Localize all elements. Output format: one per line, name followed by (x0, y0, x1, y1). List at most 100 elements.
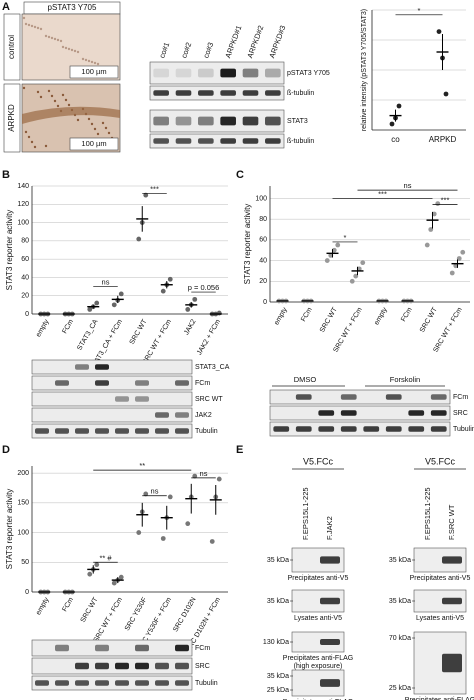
band (55, 380, 69, 386)
band (198, 68, 214, 78)
kda-marker: 130 kDa (263, 639, 289, 646)
y-tick-label: 40 (21, 274, 29, 281)
x-tick-label: empty (373, 306, 389, 326)
blot-strip (149, 85, 285, 101)
band (220, 116, 236, 126)
lane-label: F.JAK2 (325, 516, 334, 540)
cell (67, 47, 71, 51)
blot-strip (31, 657, 193, 675)
cell (64, 98, 68, 102)
row-box (3, 83, 21, 153)
cell (47, 35, 51, 39)
band (442, 597, 462, 605)
band (340, 426, 357, 432)
panel-letter: D (2, 444, 10, 456)
blot-label: STAT3_CA (195, 364, 230, 371)
data-point (94, 300, 100, 306)
cell (101, 121, 105, 125)
cell (22, 86, 26, 90)
cell (39, 95, 43, 99)
kda-marker: 25 kDa (267, 687, 289, 694)
band (135, 644, 149, 652)
cell (87, 59, 91, 63)
band (198, 90, 214, 96)
band (115, 662, 129, 670)
band (95, 680, 109, 686)
band (135, 396, 149, 402)
data-point (349, 278, 355, 284)
blot-caption: Precipitates anti-V5 (288, 575, 349, 582)
x-tick-label: empty (35, 318, 51, 338)
blot-strip (269, 389, 451, 405)
cell (59, 39, 63, 43)
significance-label: * (418, 6, 421, 15)
data-point (209, 539, 215, 544)
band (385, 426, 402, 432)
cell (53, 99, 57, 103)
y-axis-label: STAT3 reporter activity (243, 204, 252, 285)
y-tick-label: 100 (17, 219, 29, 226)
band (175, 644, 189, 652)
band (430, 426, 447, 432)
data-point (456, 256, 462, 261)
data-point (111, 302, 117, 308)
blot-strip (149, 109, 285, 133)
blot-strip (31, 359, 193, 375)
cell (50, 36, 54, 40)
x-tick-label: SRC WT + FCm (332, 306, 363, 353)
y-axis-label: relative intensity (pSTAT3 Y705/STAT3) (361, 9, 368, 131)
cell (96, 62, 100, 66)
x-tick-label: co (391, 135, 400, 144)
blot-caption: Lysates anti-V5 (416, 615, 464, 622)
stain-label: pSTAT3 Y705 (48, 3, 97, 12)
cell (24, 130, 28, 134)
lane-label: ARPKD#1 (223, 24, 243, 59)
band (295, 394, 312, 400)
cell (24, 22, 28, 26)
blot-label: pSTAT3 Y705 (287, 70, 330, 77)
lane-label: F.SRC WT (447, 504, 456, 540)
significance-label: *** (441, 196, 450, 205)
band (220, 138, 236, 144)
data-point (356, 266, 362, 272)
band (320, 597, 340, 605)
lane-label: co#3 (201, 41, 215, 59)
cell (64, 46, 68, 50)
panel-letter: A (2, 1, 10, 13)
significance-label: ns (102, 278, 110, 287)
significance-label: *** (378, 189, 387, 198)
band (408, 410, 425, 416)
band (135, 380, 149, 386)
cell (44, 34, 48, 38)
cell (93, 61, 97, 65)
band (340, 394, 357, 400)
x-tick-label: STAT3_CA (76, 318, 99, 352)
band (242, 116, 259, 126)
band (265, 116, 281, 126)
x-tick-label: ARPKD (429, 135, 457, 144)
kda-marker: 25 kDa (389, 685, 411, 692)
panel-letter: B (2, 169, 10, 181)
x-tick-label: JAK2 + FCm (196, 318, 222, 356)
scale-box (69, 137, 119, 151)
band (175, 662, 189, 670)
cell (90, 122, 94, 126)
tissue-band (22, 106, 120, 124)
cell (107, 131, 111, 135)
kda-marker: 35 kDa (389, 598, 411, 605)
y-tick-label: 140 (17, 183, 29, 190)
cell (76, 50, 80, 54)
blot-label: Tubulin (195, 428, 218, 435)
y-tick-label: 150 (17, 500, 29, 507)
data-point (143, 491, 149, 497)
blot-strip (31, 407, 193, 423)
blot-strip (269, 421, 451, 437)
y-tick-label: 100 (255, 195, 267, 202)
lane-label: co#1 (157, 41, 171, 59)
blot-label: ß-tubulin (287, 138, 314, 145)
y-tick-label: 60 (259, 237, 267, 244)
band (320, 556, 340, 564)
band (155, 662, 169, 670)
y-tick-label: 50 (21, 559, 29, 566)
band (175, 116, 192, 126)
